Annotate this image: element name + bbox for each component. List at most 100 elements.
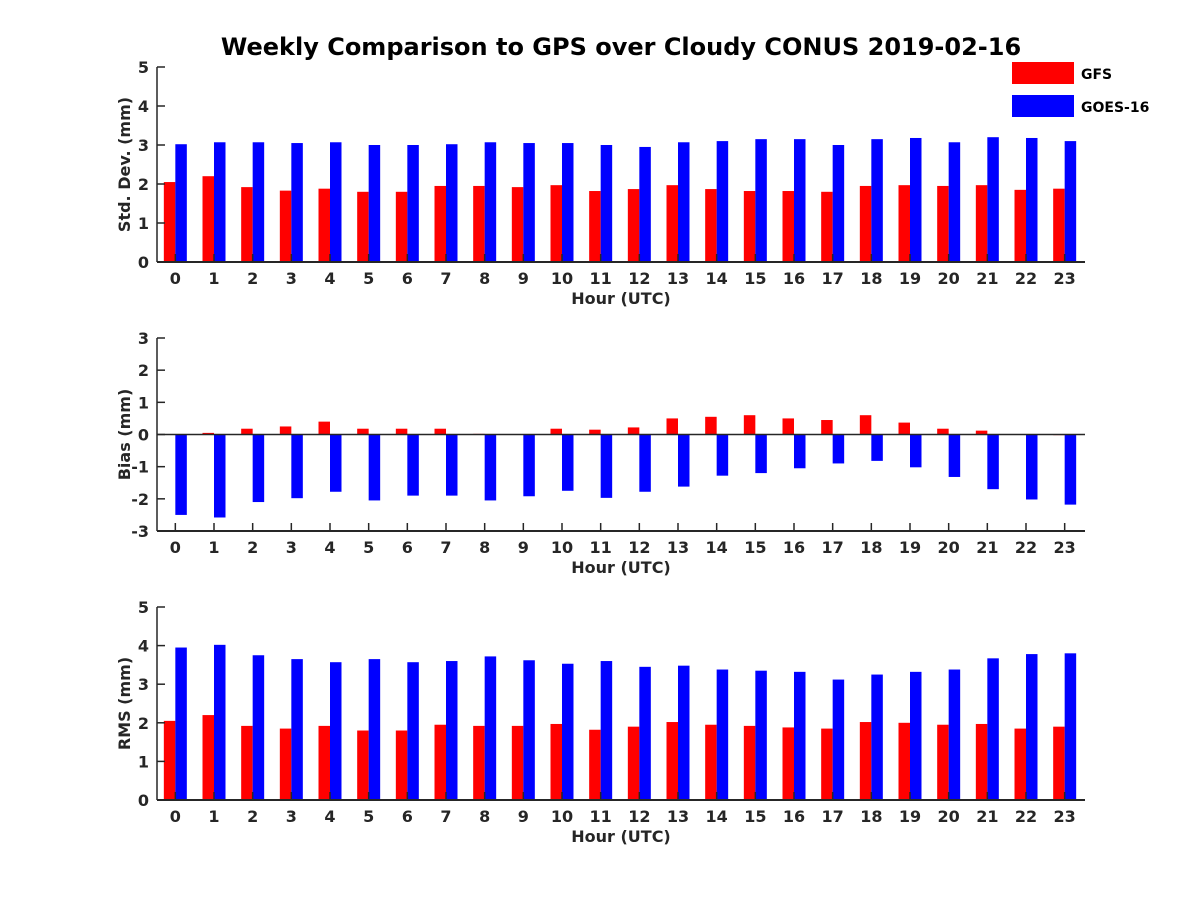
bar-stddev-gfs-16 bbox=[782, 191, 794, 262]
bar-bias-gfs-1 bbox=[202, 432, 214, 435]
bar-stddev-goes16-7 bbox=[446, 144, 458, 262]
bar-stddev-goes16-10 bbox=[562, 143, 574, 262]
bar-rms-goes16-19 bbox=[910, 671, 922, 800]
bar-bias-gfs-18 bbox=[859, 415, 872, 435]
bar-rms-gfs-3 bbox=[279, 728, 292, 800]
bar-bias-goes16-10 bbox=[562, 434, 574, 491]
ytick-label-rms-1: 1 bbox=[138, 752, 149, 771]
bar-stddev-goes16-11 bbox=[600, 145, 613, 262]
bar-bias-goes16-3 bbox=[291, 434, 303, 499]
xlabel-rms: Hour (UTC) bbox=[571, 827, 671, 846]
bar-bias-goes16-8 bbox=[484, 434, 497, 501]
bar-bias-goes16-9 bbox=[523, 434, 535, 497]
xtick-label-bias-8: 8 bbox=[479, 538, 490, 557]
bar-stddev-goes16-14 bbox=[716, 141, 729, 262]
legend-swatch-goes16 bbox=[1012, 95, 1074, 117]
ytick-label-bias-2: 2 bbox=[138, 361, 149, 380]
xtick-label-bias-7: 7 bbox=[440, 538, 451, 557]
bar-bias-goes16-18 bbox=[871, 434, 883, 461]
xtick-label-stddev-8: 8 bbox=[479, 269, 490, 288]
bar-stddev-gfs-20 bbox=[937, 185, 949, 262]
xtick-label-bias-10: 10 bbox=[551, 538, 573, 557]
bar-stddev-goes16-13 bbox=[678, 142, 690, 262]
bar-stddev-goes16-0 bbox=[175, 144, 187, 262]
bar-bias-gfs-15 bbox=[743, 415, 756, 435]
bar-rms-goes16-1 bbox=[214, 644, 226, 800]
bar-stddev-gfs-3 bbox=[279, 190, 292, 262]
xtick-label-bias-0: 0 bbox=[170, 538, 181, 557]
xtick-label-rms-17: 17 bbox=[822, 807, 844, 826]
xtick-label-rms-1: 1 bbox=[208, 807, 219, 826]
xtick-label-stddev-15: 15 bbox=[744, 269, 766, 288]
bar-stddev-gfs-9 bbox=[511, 187, 524, 262]
xtick-label-rms-9: 9 bbox=[518, 807, 529, 826]
bar-stddev-gfs-18 bbox=[859, 185, 872, 262]
bar-stddev-goes16-19 bbox=[910, 137, 922, 262]
bar-rms-goes16-20 bbox=[948, 669, 961, 800]
xtick-label-stddev-22: 22 bbox=[1015, 269, 1037, 288]
ytick-label-bias--2: -2 bbox=[131, 490, 149, 509]
legend-label-gfs: GFS bbox=[1081, 67, 1112, 83]
bar-stddev-gfs-2 bbox=[241, 187, 253, 262]
bar-stddev-gfs-13 bbox=[666, 185, 678, 262]
bar-bias-goes16-23 bbox=[1064, 434, 1077, 505]
bar-rms-goes16-6 bbox=[407, 662, 419, 800]
ytick-label-bias-3: 3 bbox=[138, 329, 149, 348]
bar-rms-gfs-12 bbox=[627, 726, 640, 800]
xtick-label-bias-19: 19 bbox=[899, 538, 921, 557]
xtick-label-bias-5: 5 bbox=[363, 538, 374, 557]
ytick-label-stddev-2: 2 bbox=[138, 175, 149, 194]
bar-stddev-goes16-2 bbox=[252, 142, 265, 262]
bar-rms-goes16-21 bbox=[987, 658, 999, 800]
xtick-label-rms-7: 7 bbox=[440, 807, 451, 826]
xtick-label-rms-11: 11 bbox=[590, 807, 612, 826]
bar-bias-gfs-7 bbox=[434, 428, 446, 435]
xtick-label-bias-17: 17 bbox=[822, 538, 844, 557]
ytick-label-stddev-0: 0 bbox=[138, 253, 149, 272]
bar-rms-gfs-16 bbox=[782, 727, 794, 800]
bar-bias-goes16-6 bbox=[407, 434, 419, 496]
bar-rms-goes16-9 bbox=[523, 660, 535, 800]
ylabel-rms: RMS (mm) bbox=[115, 657, 134, 750]
bar-stddev-gfs-7 bbox=[434, 185, 446, 262]
xtick-label-stddev-23: 23 bbox=[1054, 269, 1076, 288]
bar-bias-gfs-6 bbox=[395, 428, 408, 435]
xtick-label-rms-16: 16 bbox=[783, 807, 805, 826]
bar-rms-gfs-18 bbox=[859, 722, 872, 800]
bar-stddev-goes16-12 bbox=[639, 146, 651, 262]
bar-rms-goes16-7 bbox=[446, 661, 458, 800]
bar-stddev-goes16-22 bbox=[1026, 137, 1038, 262]
bar-rms-goes16-18 bbox=[871, 674, 883, 800]
bar-rms-gfs-14 bbox=[705, 724, 717, 800]
xtick-label-bias-20: 20 bbox=[938, 538, 960, 557]
bar-bias-goes16-16 bbox=[794, 434, 806, 469]
bar-rms-gfs-7 bbox=[434, 724, 446, 800]
bars-rms bbox=[163, 644, 1077, 800]
bar-stddev-goes16-23 bbox=[1064, 141, 1077, 262]
xtick-label-bias-18: 18 bbox=[860, 538, 882, 557]
bar-rms-gfs-21 bbox=[975, 723, 988, 800]
ylabel-stddev: Std. Dev. (mm) bbox=[115, 97, 134, 232]
bar-stddev-goes16-21 bbox=[987, 137, 999, 262]
bar-bias-goes16-17 bbox=[832, 434, 845, 464]
bar-rms-gfs-8 bbox=[473, 725, 485, 800]
bar-rms-goes16-8 bbox=[484, 656, 497, 800]
xtick-label-bias-15: 15 bbox=[744, 538, 766, 557]
bar-rms-gfs-6 bbox=[395, 730, 408, 800]
xtick-label-stddev-5: 5 bbox=[363, 269, 374, 288]
bar-rms-gfs-0 bbox=[163, 720, 176, 800]
bar-stddev-gfs-23 bbox=[1053, 188, 1065, 262]
bar-rms-gfs-5 bbox=[357, 730, 369, 800]
xtick-label-stddev-18: 18 bbox=[860, 269, 882, 288]
ytick-label-rms-5: 5 bbox=[138, 598, 149, 617]
xtick-label-bias-1: 1 bbox=[208, 538, 219, 557]
bar-stddev-gfs-8 bbox=[473, 185, 485, 262]
xtick-label-stddev-17: 17 bbox=[822, 269, 844, 288]
bar-rms-gfs-20 bbox=[937, 724, 949, 800]
bar-stddev-gfs-22 bbox=[1014, 189, 1026, 262]
bar-rms-goes16-12 bbox=[639, 666, 651, 800]
xtick-label-rms-15: 15 bbox=[744, 807, 766, 826]
